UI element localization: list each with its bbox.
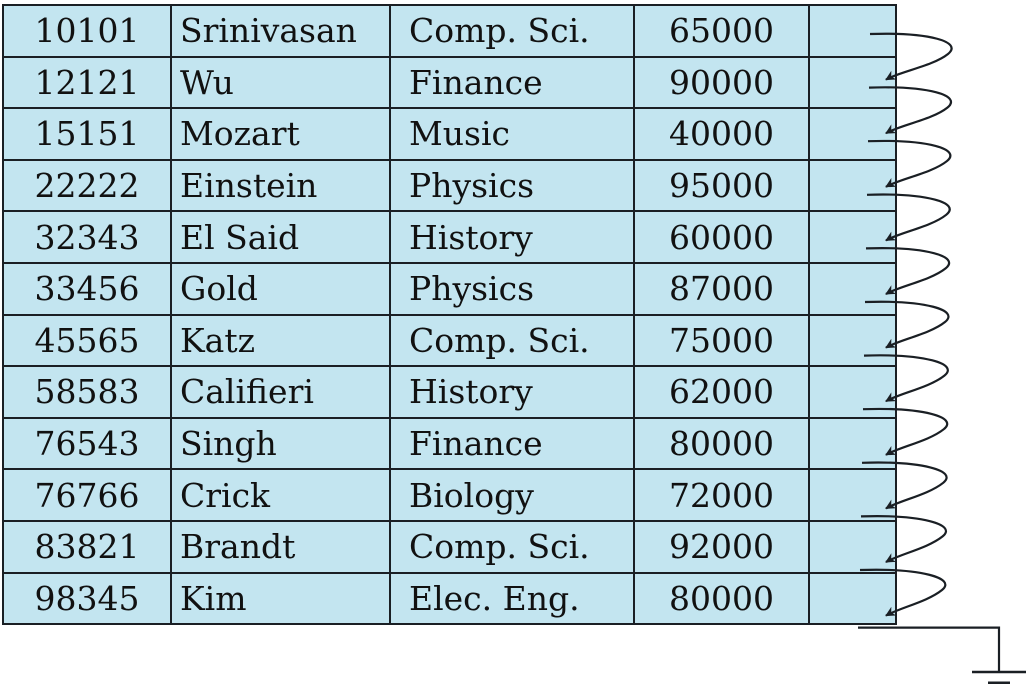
cell-salary: 75000: [633, 313, 810, 368]
cell-id: 98345: [2, 571, 172, 626]
cell-dept: Physics: [389, 158, 635, 213]
record-row: 33456 Gold Physics 87000: [2, 261, 897, 316]
record-row: 12121 Wu Finance 90000: [2, 55, 897, 110]
cell-id: 12121: [2, 55, 172, 110]
cell-name: Singh: [170, 416, 391, 471]
cell-id: 33456: [2, 261, 172, 316]
record-row: 83821 Brandt Comp. Sci. 92000: [2, 519, 897, 574]
cell-name: Katz: [170, 313, 391, 368]
record-row: 98345 Kim Elec. Eng. 80000: [2, 571, 897, 626]
cell-dept: Finance: [389, 416, 635, 471]
cell-dept: Biology: [389, 468, 635, 522]
cell-id: 10101: [2, 4, 172, 58]
null-pointer-line: [858, 626, 1001, 672]
record-row: 22222 Einstein Physics 95000: [2, 158, 897, 213]
cell-id: 58583: [2, 365, 172, 419]
cell-id: 32343: [2, 210, 172, 264]
cell-salary: 92000: [633, 519, 810, 574]
cell-name: Einstein: [170, 158, 391, 213]
record-row: 76766 Crick Biology 72000: [2, 468, 897, 522]
cell-salary: 90000: [633, 55, 810, 110]
next-pointer-arrow: [865, 247, 951, 295]
cell-id: 83821: [2, 519, 172, 574]
cell-salary: 62000: [633, 365, 810, 419]
next-pointer-arrow: [866, 193, 951, 242]
cell-name: El Said: [170, 210, 391, 264]
cell-id: 45565: [2, 313, 172, 368]
next-pointer-arrow: [861, 461, 948, 510]
cell-pointer: [808, 313, 897, 368]
cell-dept: Physics: [389, 261, 635, 316]
next-pointer-arrow: [859, 568, 947, 617]
record-row: 10101 Srinivasan Comp. Sci. 65000: [2, 4, 897, 58]
cell-pointer: [808, 468, 897, 522]
next-pointer-arrow: [869, 32, 953, 81]
cell-pointer: [808, 210, 897, 264]
cell-pointer: [808, 519, 897, 574]
cell-pointer: [808, 571, 897, 626]
record-row: 76543 Singh Finance 80000: [2, 416, 897, 471]
cell-salary: 80000: [633, 571, 810, 626]
cell-dept: History: [389, 210, 635, 264]
record-row: 32343 El Said History 60000: [2, 210, 897, 264]
cell-id: 76543: [2, 416, 172, 471]
cell-name: Califieri: [170, 365, 391, 419]
cell-id: 15151: [2, 107, 172, 161]
cell-name: Crick: [170, 468, 391, 522]
cell-name: Mozart: [170, 107, 391, 161]
next-pointer-arrow: [867, 139, 952, 188]
cell-salary: 80000: [633, 416, 810, 471]
cell-name: Gold: [170, 261, 391, 316]
cell-id: 76766: [2, 468, 172, 522]
cell-dept: Comp. Sci.: [389, 4, 635, 58]
record-row: 58583 Califieri History 62000: [2, 365, 897, 419]
cell-salary: 40000: [633, 107, 810, 161]
cell-salary: 87000: [633, 261, 810, 316]
cell-pointer: [808, 261, 897, 316]
cell-name: Srinivasan: [170, 4, 391, 58]
cell-dept: History: [389, 365, 635, 419]
cell-pointer: [808, 107, 897, 161]
cell-pointer: [808, 416, 897, 471]
cell-name: Wu: [170, 55, 391, 110]
cell-dept: Comp. Sci.: [389, 313, 635, 368]
next-pointer-arrow: [862, 407, 949, 456]
next-pointer-arrow: [864, 300, 950, 349]
cell-dept: Elec. Eng.: [389, 571, 635, 626]
cell-salary: 95000: [633, 158, 810, 213]
cell-name: Brandt: [170, 519, 391, 574]
cell-pointer: [808, 55, 897, 110]
cell-salary: 60000: [633, 210, 810, 264]
cell-pointer: [808, 4, 897, 58]
cell-name: Kim: [170, 571, 391, 626]
next-pointer-arrow: [868, 86, 953, 135]
records-table: 10101 Srinivasan Comp. Sci. 65000 12121 Wu Fin…: [2, 4, 897, 626]
record-row: 45565 Katz Comp. Sci. 75000: [2, 313, 897, 368]
cell-id: 22222: [2, 158, 172, 213]
cell-salary: 65000: [633, 4, 810, 58]
cell-dept: Finance: [389, 55, 635, 110]
cell-dept: Music: [389, 107, 635, 161]
cell-salary: 72000: [633, 468, 810, 522]
record-row: 15151 Mozart Music 40000: [2, 107, 897, 161]
next-pointer-arrow: [863, 354, 949, 403]
next-pointer-arrow: [860, 515, 947, 563]
cell-dept: Comp. Sci.: [389, 519, 635, 574]
